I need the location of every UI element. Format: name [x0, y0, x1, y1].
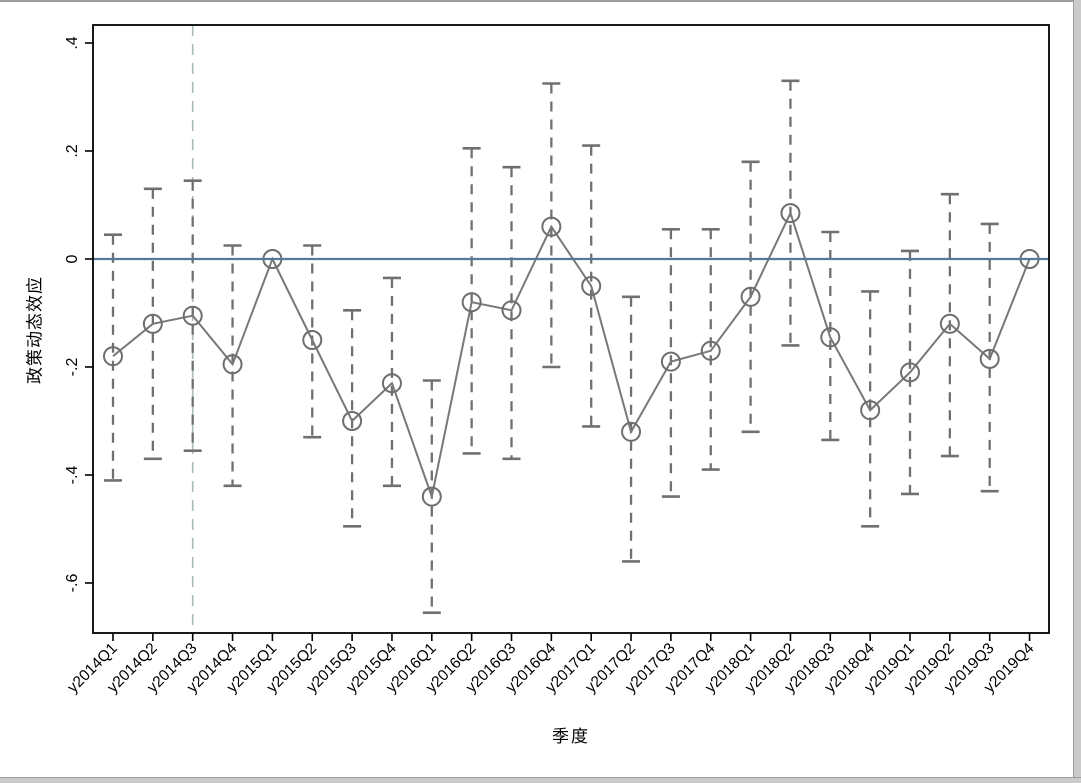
data-point-marker: [621, 421, 642, 442]
data-point-marker: [342, 411, 363, 431]
confidence-intervals: [104, 79, 999, 615]
window-frame-right-edge: [1073, 0, 1081, 783]
error-bar: [382, 276, 401, 488]
error-bar: [223, 244, 242, 488]
data-point-marker: [222, 354, 243, 375]
data-point-marker: [700, 340, 721, 361]
data-point-marker: [939, 313, 960, 334]
error-bar: [104, 233, 122, 482]
y-tick-label: -.6: [64, 574, 81, 593]
plot-border: [92, 24, 1050, 634]
error-bar: [542, 82, 561, 369]
window-frame-bottom-edge: [0, 777, 1081, 783]
y-tick-label: .2: [64, 144, 81, 157]
data-point-marker: [421, 486, 442, 507]
y-axis-ticks: .4 .2 0 -.2 -.4 -.6: [64, 36, 93, 592]
data-point-marker: [381, 373, 402, 394]
data-point-marker: [900, 362, 920, 383]
data-point-marker: [182, 305, 203, 326]
y-tick-label: -.2: [64, 358, 81, 377]
error-bar: [901, 249, 919, 496]
error-bar: [502, 165, 521, 461]
data-point-marker: [740, 286, 761, 307]
x-axis-title: 季度: [552, 727, 590, 746]
y-tick-label: 0: [64, 254, 81, 263]
y-tick-label: .4: [64, 36, 81, 49]
data-point-marker: [860, 400, 881, 421]
data-point-marker: [302, 330, 323, 350]
data-point-marker: [103, 346, 123, 367]
data-point-marker: [780, 203, 801, 224]
error-bar: [582, 144, 601, 428]
window-frame-top-edge: [0, 0, 1081, 2]
y-axis-title: 政策动态效应: [25, 276, 45, 384]
data-point-marker: [581, 276, 602, 296]
data-point-marker: [501, 300, 522, 321]
data-point-marker: [142, 313, 163, 334]
series-line: [112, 210, 1031, 501]
x-axis-ticks: y2014Q1y2014Q2y2014Q3y2014Q4y2015Q1y2015…: [64, 633, 1038, 696]
data-point-marker: [660, 351, 681, 372]
error-bar: [462, 147, 481, 455]
error-bar: [821, 230, 840, 442]
error-bar: [343, 308, 362, 528]
y-tick-label: -.4: [64, 466, 81, 485]
data-point-markers: [103, 203, 1040, 507]
data-point-marker: [461, 292, 482, 313]
error-bar: [701, 228, 720, 471]
data-point-marker: [979, 348, 1000, 369]
data-point-marker: [541, 216, 562, 237]
data-point-marker: [820, 327, 841, 348]
